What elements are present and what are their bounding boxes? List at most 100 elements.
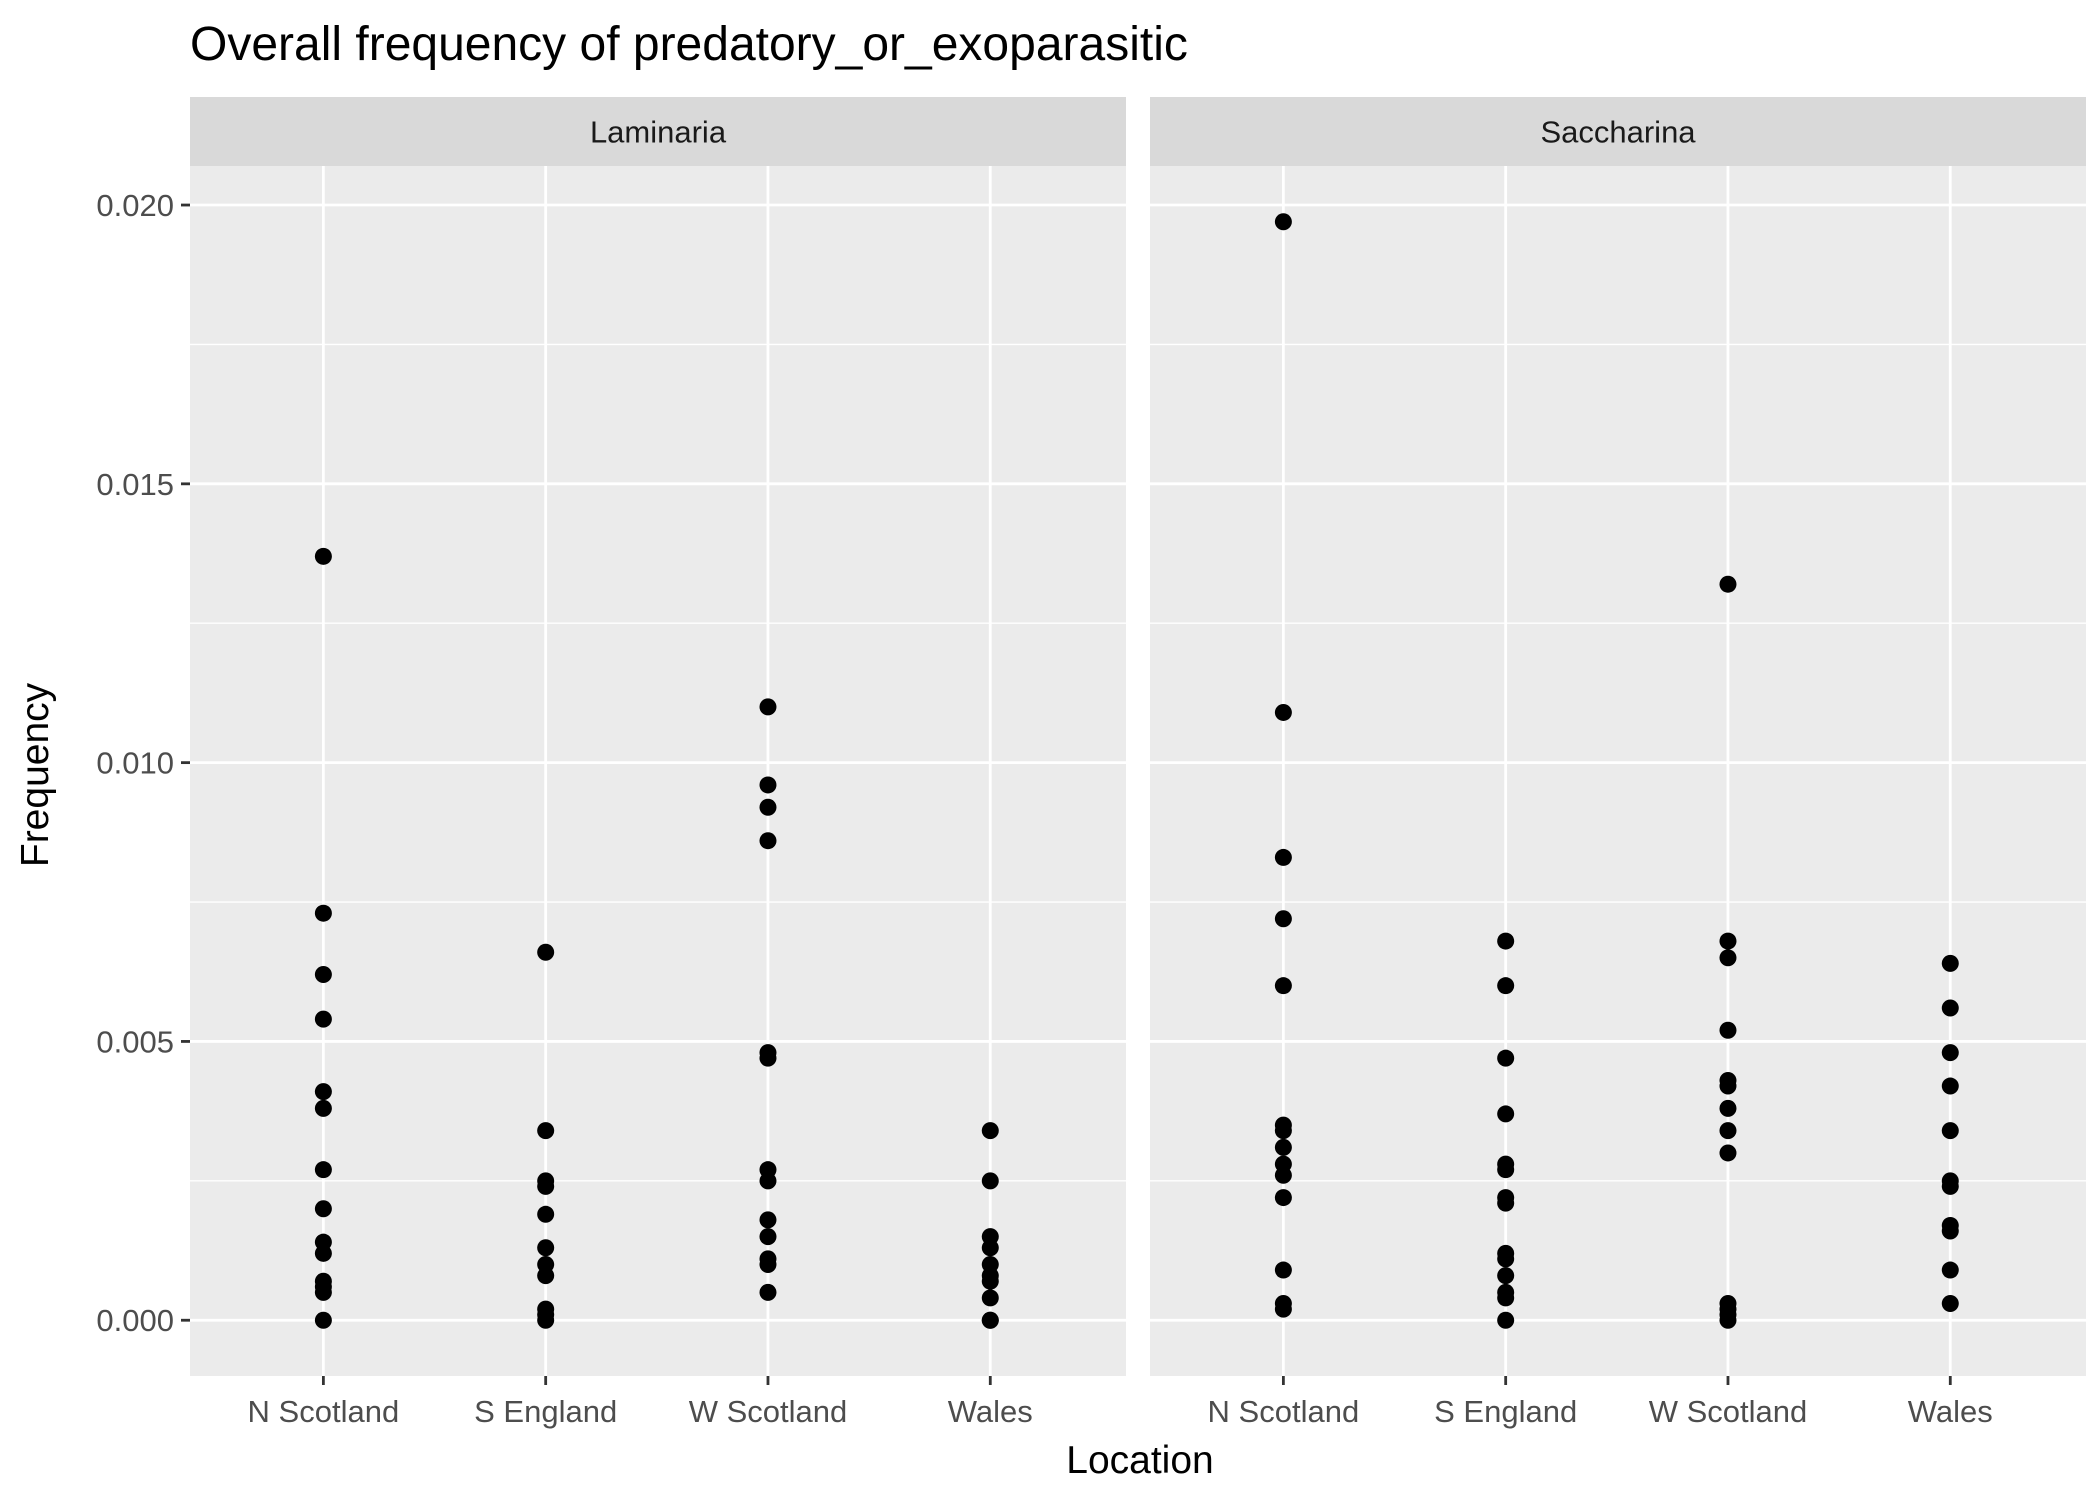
data-point [759, 1211, 777, 1229]
data-point [981, 1311, 999, 1329]
panel-saccharina: Saccharina N Scotland S England W Scotland W… [1150, 97, 2086, 1429]
data-point [1941, 1177, 1959, 1195]
data-point [981, 1272, 999, 1290]
data-point [314, 1244, 332, 1262]
data-point [537, 1239, 555, 1257]
x-tick-label: W Scotland [1649, 1394, 1808, 1429]
data-point [1274, 977, 1292, 995]
facet-strip [1150, 97, 2086, 166]
data-point [537, 1177, 555, 1195]
data-point [314, 966, 332, 984]
data-point [314, 904, 332, 922]
data-point [314, 1200, 332, 1218]
data-point [1941, 1261, 1959, 1279]
data-point [1274, 1166, 1292, 1184]
y-tick-label: 0.000 [96, 1303, 174, 1338]
x-tick-label: N Scotland [1208, 1394, 1360, 1429]
data-point [1274, 703, 1292, 721]
data-point [1719, 1077, 1737, 1095]
panel-laminaria: Laminaria N Scotland S England W Scotland Wa… [190, 97, 1126, 1429]
data-point [1274, 1189, 1292, 1207]
x-tick-label: N Scotland [248, 1394, 400, 1429]
data-point [759, 798, 777, 816]
data-point [314, 547, 332, 565]
data-point [981, 1172, 999, 1190]
data-point [1941, 1122, 1959, 1140]
data-point [1941, 1222, 1959, 1240]
data-point [537, 1122, 555, 1140]
x-tick-label: Wales [948, 1394, 1033, 1429]
data-point [759, 1049, 777, 1067]
y-tick-label: 0.010 [96, 746, 174, 781]
data-point [1274, 1122, 1292, 1140]
data-point [1274, 1300, 1292, 1318]
data-point [537, 1267, 555, 1285]
data-point [314, 1010, 332, 1028]
data-point [314, 1099, 332, 1117]
facet-strip-label: Laminaria [590, 115, 727, 150]
facet-strip [190, 97, 1126, 166]
x-tick-label: W Scotland [689, 1394, 848, 1429]
data-point [1497, 1161, 1515, 1179]
data-point [759, 1172, 777, 1190]
data-point [1941, 999, 1959, 1017]
data-point [759, 1228, 777, 1246]
data-point [1941, 1295, 1959, 1313]
data-point [1941, 954, 1959, 972]
data-point [1497, 1105, 1515, 1123]
data-point [1719, 932, 1737, 950]
data-point [1274, 1138, 1292, 1156]
data-point [981, 1122, 999, 1140]
data-point [1274, 848, 1292, 866]
x-tick-label: S England [1434, 1394, 1577, 1429]
y-axis: 0.000 0.005 0.010 0.015 0.020 [96, 188, 190, 1338]
panel-background [190, 166, 1126, 1376]
y-tick-label: 0.005 [96, 1024, 174, 1059]
facet-strip-label: Saccharina [1540, 115, 1696, 150]
data-point [1497, 1194, 1515, 1212]
data-point [1497, 1311, 1515, 1329]
data-point [537, 1205, 555, 1223]
data-point [1497, 1289, 1515, 1307]
data-point [759, 1283, 777, 1301]
data-point [1941, 1044, 1959, 1062]
data-point [1274, 910, 1292, 928]
data-point [981, 1289, 999, 1307]
data-point [1497, 932, 1515, 950]
data-point [1719, 1099, 1737, 1117]
data-point [314, 1283, 332, 1301]
data-point [1719, 1144, 1737, 1162]
data-point [1497, 977, 1515, 995]
data-point [759, 832, 777, 850]
data-point [1497, 1267, 1515, 1285]
data-point [1274, 213, 1292, 231]
data-point [1719, 1021, 1737, 1039]
data-point [314, 1161, 332, 1179]
data-point [1497, 1049, 1515, 1067]
data-point [1719, 949, 1737, 967]
panels-layer: Laminaria N Scotland S England W Scotland Wa… [190, 97, 2086, 1429]
data-point [981, 1239, 999, 1257]
chart-title: Overall frequency of predatory_or_exopar… [190, 18, 1188, 71]
data-point [759, 776, 777, 794]
panel-background [1150, 166, 2086, 1376]
x-tick-label: S England [474, 1394, 617, 1429]
y-axis-title: Frequency [14, 682, 57, 867]
y-tick-label: 0.020 [96, 188, 174, 223]
data-point [1941, 1077, 1959, 1095]
data-point [314, 1311, 332, 1329]
data-point [1719, 1122, 1737, 1140]
data-point [759, 698, 777, 716]
x-tick-label: Wales [1908, 1394, 1993, 1429]
y-tick-label: 0.015 [96, 467, 174, 502]
data-point [1497, 1250, 1515, 1268]
data-point [1719, 575, 1737, 593]
data-point [1274, 1261, 1292, 1279]
data-point [1719, 1311, 1737, 1329]
data-point [537, 1311, 555, 1329]
data-point [314, 1083, 332, 1101]
x-axis-title: Location [1066, 1439, 1213, 1482]
data-point [537, 943, 555, 961]
data-point [759, 1255, 777, 1273]
